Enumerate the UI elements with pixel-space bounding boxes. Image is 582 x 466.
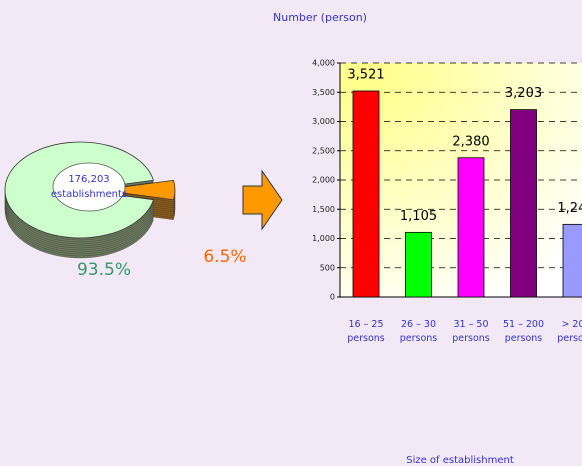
bar [405,231,432,298]
y-tick-label: 0 [330,293,335,302]
y-tick-label: 4,000 [312,59,335,68]
value-label: 2,380 [452,134,489,149]
value-label: 1,105 [400,209,437,224]
pie-label: 6.5% [203,247,246,267]
y-tick-label: 1,500 [312,205,335,214]
y-tick-label: 3,000 [312,117,335,126]
x-tick-label: > 200 persons [557,319,582,344]
y-tick-label: 2,000 [312,176,335,185]
x-tick-label: 26 – 30 persons [399,319,438,344]
x-tick-label: 51 – 200 persons [502,319,544,344]
x-axis-label: Size of establishment [406,455,514,466]
pie-slice [99,179,176,201]
bar [562,223,582,298]
arrow [242,169,283,231]
y-tick-label: 1,000 [312,234,335,243]
bar [352,90,380,298]
pie-label: 93.5% [77,260,131,280]
x-tick-label: 31 – 50 persons [452,319,490,344]
bar [457,157,485,298]
y-tick-label: 500 [320,263,335,272]
value-label: 3,521 [347,68,384,83]
x-tick-label: 16 – 25 persons [347,319,385,344]
value-label: 1,242 [557,201,582,216]
bar-title: Number (person) [273,11,367,24]
center-hole [52,162,126,212]
y-tick-label: 2,500 [312,146,335,155]
bar [510,109,537,298]
y-tick-label: 3,500 [312,88,335,97]
value-label: 3,203 [505,86,542,101]
center-text: 176,203 [68,174,109,185]
center-subtext: establishments [51,189,127,200]
